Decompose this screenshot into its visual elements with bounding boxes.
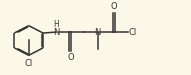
Text: O: O — [110, 2, 117, 11]
Text: Cl: Cl — [129, 28, 137, 37]
Text: N: N — [53, 28, 59, 37]
Text: N: N — [94, 28, 101, 37]
Text: Cl: Cl — [25, 59, 33, 68]
Text: O: O — [67, 53, 74, 62]
Text: H: H — [53, 20, 59, 29]
